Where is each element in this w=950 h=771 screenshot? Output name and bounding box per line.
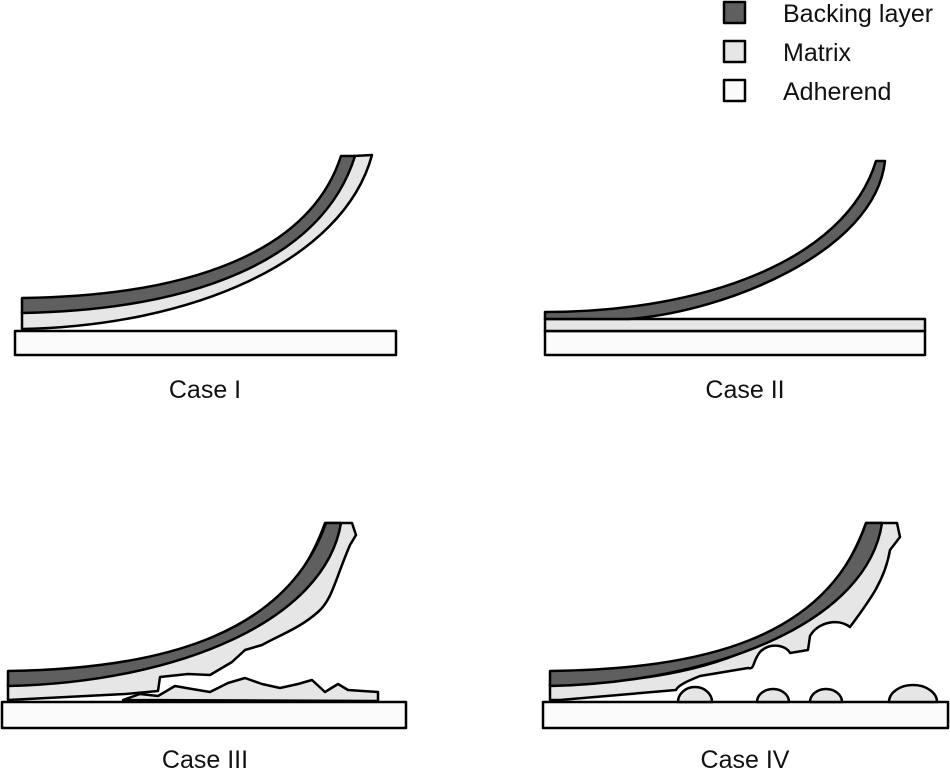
case-3-panel: Case III	[0, 521, 408, 771]
case-4-residue-bubble-1	[676, 685, 714, 704]
case-4-residue-bubble-3	[808, 687, 844, 704]
legend-swatch-matrix	[722, 39, 747, 64]
case-4-adherend	[541, 700, 950, 730]
case-2-matrix-layer	[543, 317, 927, 333]
legend-swatch-adherend	[722, 78, 747, 103]
case-1-panel: Case I	[13, 153, 398, 404]
case-4-residue-bubble-2	[755, 687, 791, 704]
legend: Backing layer Matrix Adherend	[722, 0, 933, 106]
case-2-label: Case II	[705, 376, 784, 404]
legend-swatch-backing	[722, 0, 747, 25]
case-1-adherend	[13, 329, 398, 357]
case-3-label: Case III	[162, 746, 248, 771]
case-3-backing-layer	[6, 521, 343, 688]
case-3-matrix-residue	[121, 676, 380, 703]
legend-label-matrix: Matrix	[783, 39, 852, 67]
legend-label-adherend: Adherend	[783, 78, 891, 106]
case-4-residue-bubble-4	[887, 683, 939, 704]
case-4-panel: Case IV	[541, 521, 950, 771]
case-1-label: Case I	[169, 376, 241, 404]
case-1-backing-layer	[20, 154, 357, 315]
case-2-backing-layer	[543, 159, 887, 321]
legend-label-backing: Backing layer	[783, 0, 933, 28]
case-4-backing-layer	[548, 521, 884, 688]
case-2-adherend	[543, 329, 927, 357]
case-4-label: Case IV	[701, 746, 790, 771]
case-2-panel: Case II	[543, 159, 927, 404]
case-3-adherend	[0, 700, 408, 730]
